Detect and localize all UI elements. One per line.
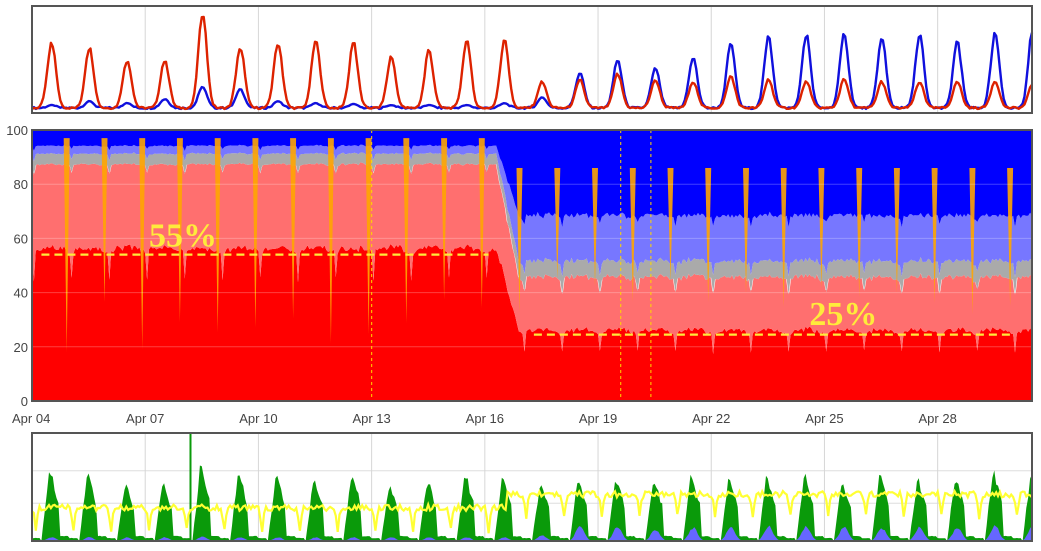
x-tick-label: Apr 07 [126,411,164,426]
orange-spike [629,167,636,302]
y-tick-label: 60 [14,231,28,246]
orange-spike [931,167,938,303]
orange-spike [441,138,448,300]
orange-spike [327,138,334,344]
orange-spike [818,167,825,289]
orange-spike [252,138,259,328]
y-tick-label: 20 [14,340,28,355]
x-tick-label: Apr 28 [919,411,957,426]
annotation-label: 25% [809,296,877,333]
stack-layer-light-blue [32,144,1032,278]
orange-spike [592,167,598,287]
orange-spike [969,167,976,315]
orange-spike [63,138,70,353]
middle-panel: 55% 25% 0 20 40 60 80 100 Apr 04 Apr 07 Apr 10 Apr … [6,123,1033,426]
y-tick-label: 100 [6,123,28,138]
orange-spike [554,167,561,280]
top-red-series-line [31,15,1033,111]
orange-spike [214,138,221,332]
top-panel-background [32,6,1032,113]
x-tick-label: Apr 16 [466,411,504,426]
orange-spike [365,138,372,335]
orange-spike [1007,167,1014,307]
x-tick-label: Apr 19 [579,411,617,426]
bottom-blue-area [32,525,1032,541]
stack-layer-gray [32,152,1032,295]
orange-spike [516,167,523,313]
y-tick-label: 80 [14,177,28,192]
y-tick-label: 0 [21,394,28,409]
x-tick-label: Apr 04 [12,411,50,426]
orange-spike [743,167,749,294]
orange-spike [101,138,108,303]
stack-layer-light-red [32,162,1032,355]
annotation-label: 55% [149,218,217,255]
stack-layer-red [32,244,1032,401]
top-panel [31,5,1034,114]
x-tick-label: Apr 22 [692,411,730,426]
x-tick-label: Apr 10 [239,411,277,426]
orange-spike [478,138,485,308]
x-tick-label: Apr 13 [352,411,390,426]
orange-spike [176,138,183,322]
top-panel-frame [31,5,1033,114]
bottom-green-area [32,465,1032,541]
bottom-panel-frame [31,432,1033,542]
orange-spike [290,138,297,319]
orange-spike [856,167,863,298]
orange-spike [403,138,410,323]
orange-spike [780,167,787,307]
x-tick-label: Apr 25 [805,411,843,426]
middle-panel-frame [31,129,1033,402]
orange-spike [705,167,712,303]
orange-spike [667,167,674,283]
orange-spike [893,167,900,293]
orange-spike [139,138,146,350]
bottom-yellow-line [31,488,1033,534]
bottom-panel [31,432,1033,542]
y-tick-label: 40 [14,286,28,301]
